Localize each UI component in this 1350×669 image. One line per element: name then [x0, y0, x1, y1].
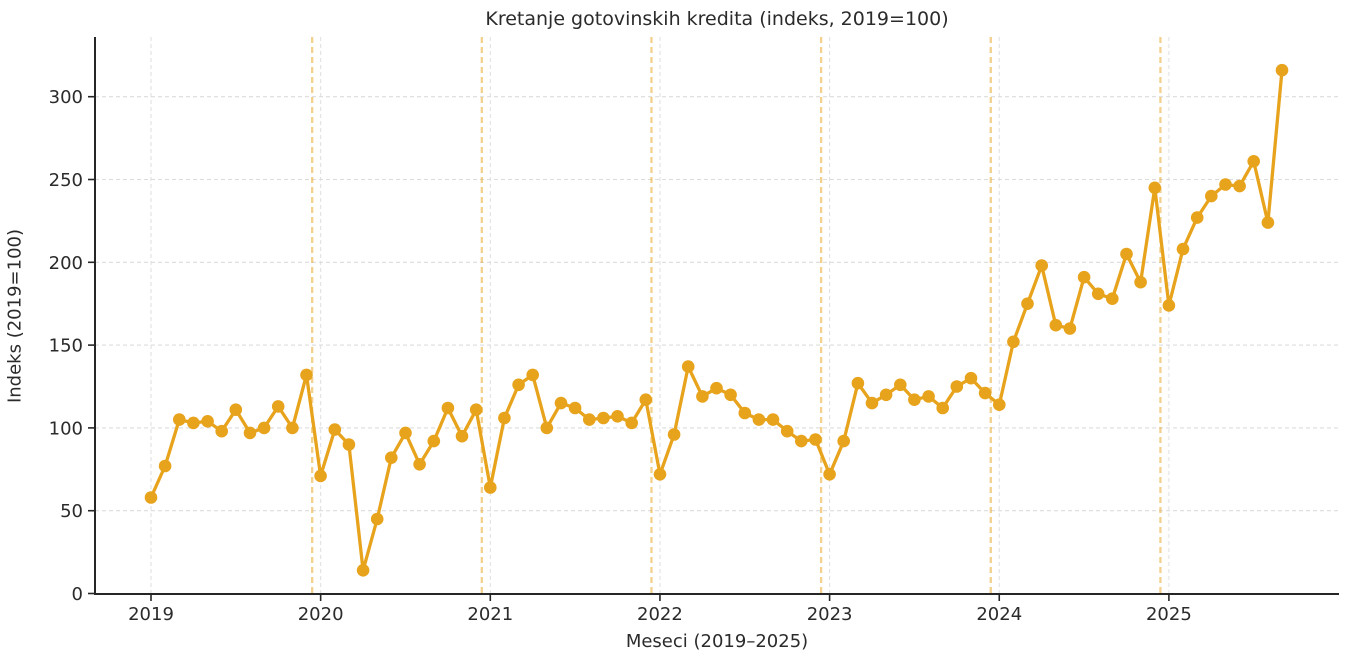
data-point	[908, 393, 921, 407]
data-point	[370, 512, 384, 526]
x-tick-label: 2024	[976, 604, 1022, 625]
data-point	[342, 438, 356, 451]
x-tick-label: 2020	[298, 604, 344, 625]
data-point	[795, 434, 808, 448]
data-point	[837, 434, 850, 448]
data-point	[356, 564, 370, 577]
data-point	[1021, 297, 1034, 311]
data-point	[1190, 211, 1204, 224]
data-point	[993, 398, 1006, 412]
data-point	[540, 421, 554, 435]
x-tick-label: 2023	[807, 604, 853, 625]
data-point	[851, 376, 865, 390]
data-point	[865, 396, 879, 410]
data-point	[1091, 287, 1105, 301]
data-point	[1247, 155, 1260, 168]
data-point	[469, 403, 483, 417]
data-point	[1120, 247, 1133, 261]
data-point	[611, 410, 624, 423]
data-point	[229, 403, 243, 417]
data-point	[158, 459, 172, 473]
data-point	[696, 390, 709, 403]
data-point	[894, 378, 907, 392]
data-point	[1261, 216, 1275, 229]
data-point	[413, 458, 426, 471]
data-point	[441, 401, 455, 415]
data-point	[286, 421, 299, 435]
y-tick-label: 200	[49, 253, 83, 274]
data-point	[257, 421, 271, 435]
data-point	[1035, 259, 1048, 272]
data-point	[639, 393, 653, 407]
data-point	[738, 406, 752, 420]
data-point	[1162, 299, 1176, 312]
data-point	[144, 491, 158, 504]
data-point	[1205, 189, 1218, 203]
x-tick-label: 2019	[128, 604, 174, 625]
data-point	[653, 468, 667, 481]
data-point	[1134, 275, 1147, 289]
data-point	[1148, 181, 1162, 195]
data-point	[766, 413, 780, 426]
y-tick-label: 0	[72, 584, 83, 605]
data-point	[1063, 322, 1077, 335]
data-point	[385, 451, 398, 465]
chart-title: Kretanje gotovinskih kredita (indeks, 20…	[485, 8, 949, 30]
data-point	[879, 388, 893, 402]
data-point	[950, 380, 964, 393]
data-point	[554, 396, 568, 410]
data-point	[922, 390, 935, 403]
data-point	[1106, 292, 1119, 306]
data-point	[964, 371, 978, 385]
data-point	[752, 413, 766, 426]
data-point	[1275, 63, 1289, 77]
data-point	[1007, 335, 1020, 349]
data-point	[1233, 179, 1246, 193]
data-point	[1219, 178, 1232, 191]
data-point	[597, 411, 610, 425]
data-point	[243, 426, 257, 440]
data-point	[328, 423, 342, 436]
data-point	[300, 368, 313, 382]
data-point	[780, 424, 794, 438]
x-tick-label: 2022	[637, 604, 683, 625]
data-point	[667, 428, 681, 441]
data-point	[455, 429, 469, 443]
data-point	[1049, 318, 1063, 332]
data-point	[201, 415, 214, 428]
data-point	[314, 469, 327, 483]
x-axis-label: Meseci (2019–2025)	[625, 631, 809, 652]
data-point	[936, 401, 949, 415]
data-point	[498, 411, 511, 425]
data-point	[399, 426, 412, 440]
data-point	[173, 413, 186, 426]
x-tick-label: 2025	[1146, 604, 1192, 625]
data-point	[809, 433, 822, 446]
data-point	[823, 468, 836, 481]
y-tick-label: 300	[49, 87, 83, 108]
data-point	[724, 388, 737, 402]
data-point	[271, 400, 285, 413]
data-point	[681, 360, 695, 373]
data-point	[583, 413, 596, 426]
y-tick-label: 150	[49, 336, 83, 357]
x-tick-label: 2021	[467, 604, 513, 625]
data-point	[526, 368, 539, 382]
y-tick-label: 250	[49, 170, 83, 191]
data-point	[568, 401, 582, 415]
data-point	[978, 386, 992, 400]
data-point	[187, 416, 200, 430]
y-tick-label: 100	[49, 418, 83, 439]
data-point	[215, 424, 228, 438]
data-point	[484, 481, 497, 494]
data-point	[512, 378, 525, 392]
data-point	[710, 381, 723, 395]
data-point	[1077, 270, 1091, 284]
data-point	[625, 416, 638, 430]
y-tick-label: 50	[60, 501, 83, 522]
data-point	[1176, 242, 1190, 256]
data-point	[427, 434, 441, 448]
